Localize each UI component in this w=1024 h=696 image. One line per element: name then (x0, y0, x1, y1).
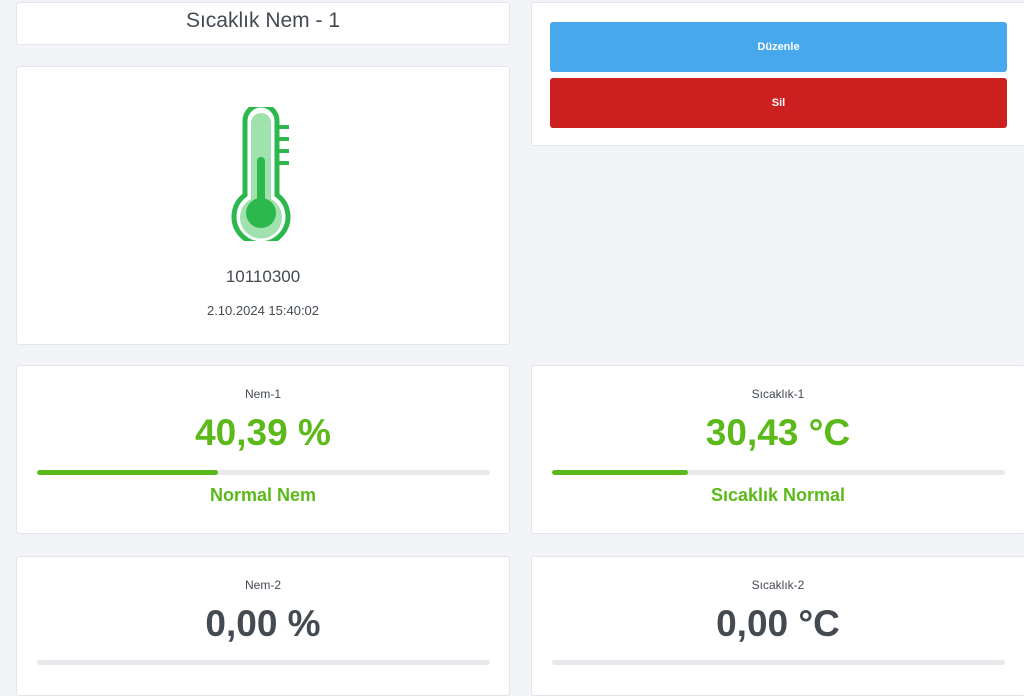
thermometer-icon (231, 107, 291, 241)
delete-button[interactable]: Sil (550, 78, 1007, 128)
sensor-progress-fill (552, 470, 688, 475)
edit-button[interactable]: Düzenle (550, 22, 1007, 72)
sensor-label: Sıcaklık-1 (751, 387, 805, 401)
actions-card: Düzenle Sil (531, 2, 1024, 146)
sensor-card-nem-1: Nem-1 40,39 % Normal Nem (16, 365, 510, 534)
title-card: Sıcaklık Nem - 1 (16, 2, 510, 45)
sensor-label: Nem-2 (244, 578, 281, 592)
sensor-status: Normal Nem (209, 485, 317, 505)
sensor-progress-bar (552, 470, 1005, 475)
sensor-card-sicaklik-1: Sıcaklık-1 30,43 °C Sıcaklık Normal (531, 365, 1024, 534)
sensor-label: Nem-1 (244, 387, 281, 401)
device-timestamp: 2.10.2024 15:40:02 (206, 303, 320, 318)
sensor-progress-bar (37, 660, 490, 665)
sensor-card-sicaklik-2: Sıcaklık-2 0,00 °C (531, 556, 1024, 696)
sensor-value: 0,00 % (205, 603, 321, 644)
sensor-card-nem-2: Nem-2 0,00 % (16, 556, 510, 696)
sensor-value: 30,43 °C (705, 412, 851, 453)
sensor-progress-fill (37, 470, 219, 475)
sensor-label: Sıcaklık-2 (751, 578, 805, 592)
device-card: 10110300 2.10.2024 15:40:02 (16, 66, 510, 345)
device-id: 10110300 (225, 267, 301, 286)
sensor-status: Sıcaklık Normal (710, 485, 846, 505)
sensor-value: 0,00 °C (716, 603, 840, 644)
sensor-progress-bar (552, 660, 1005, 665)
sensor-progress-bar (37, 470, 490, 475)
page-title: Sıcaklık Nem - 1 (185, 9, 341, 32)
sensor-value: 40,39 % (195, 412, 331, 453)
